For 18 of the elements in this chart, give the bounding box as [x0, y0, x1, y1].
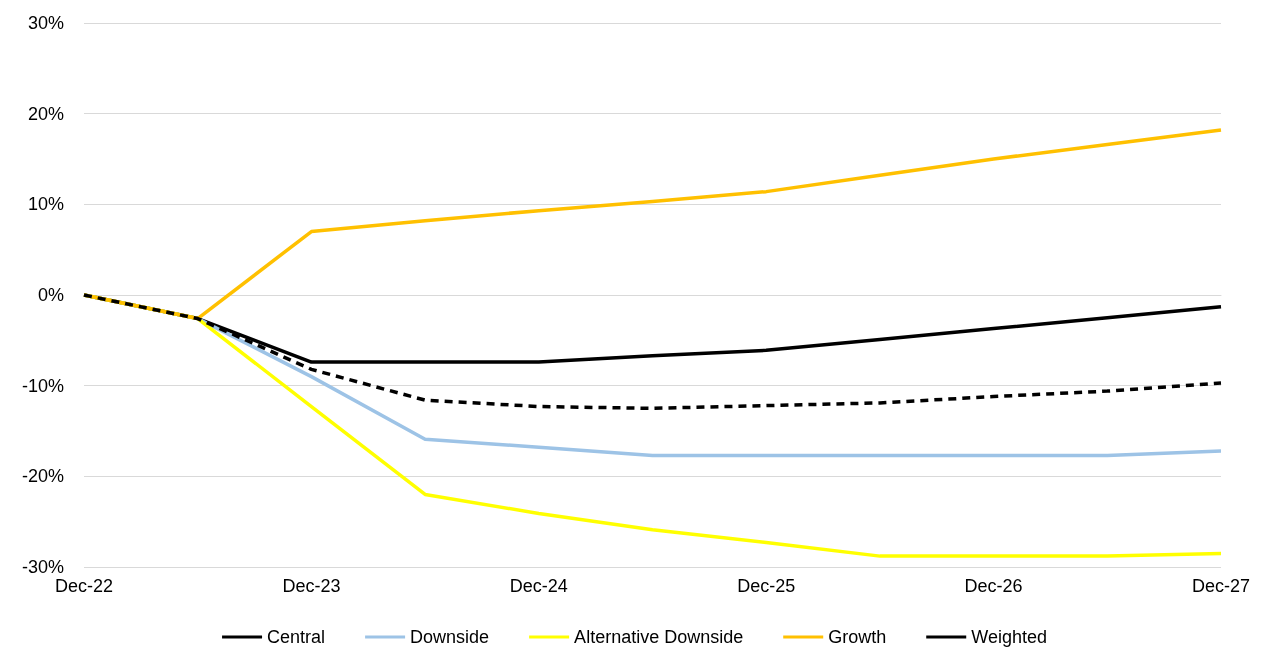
legend-label: Alternative Downside: [574, 627, 744, 647]
x-tick-label: Dec-27: [1191, 576, 1251, 596]
y-tick-label: 20%: [27, 103, 64, 124]
x-tick-label: Dec-24: [509, 576, 568, 596]
legend-label: Weighted: [971, 627, 1047, 647]
x-tick-label: Dec-23: [282, 576, 341, 596]
y-tick-label: 0%: [37, 285, 64, 305]
y-tick-label: -30%: [21, 557, 64, 577]
legend-label: Central: [267, 627, 326, 647]
y-tick-label: 10%: [27, 194, 64, 215]
x-tick-label: Dec-26: [964, 576, 1023, 596]
legend-label: Growth: [828, 627, 887, 647]
legend-label: Downside: [410, 627, 490, 647]
x-tick-label: Dec-22: [54, 576, 114, 596]
x-tick-label: Dec-25: [737, 576, 796, 596]
y-tick-label: -20%: [21, 466, 64, 487]
y-tick-label: 30%: [27, 13, 64, 33]
y-tick-label: -10%: [21, 375, 64, 396]
